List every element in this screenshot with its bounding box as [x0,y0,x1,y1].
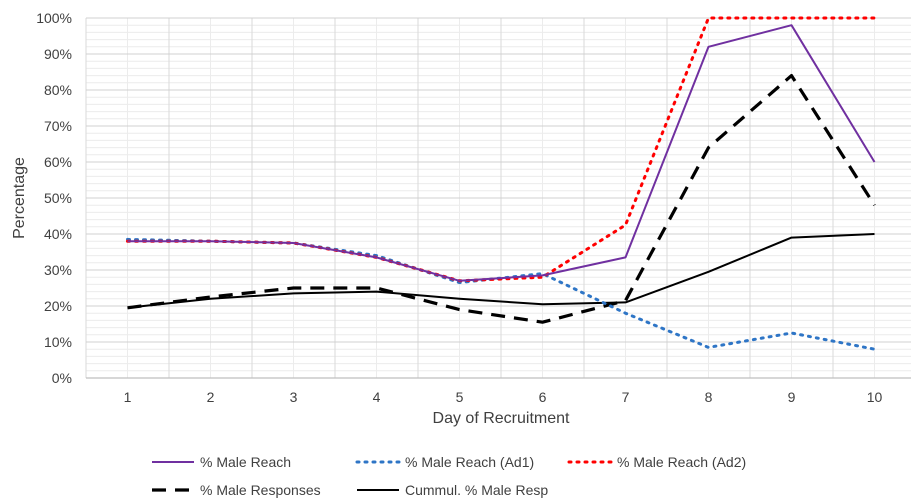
x-tick-label: 9 [788,389,796,405]
series-lines [126,16,876,351]
grid-lines [85,17,911,379]
x-tick-label: 4 [373,389,381,405]
x-tick-label: 5 [456,389,464,405]
x-tick-label: 7 [622,389,630,405]
legend-label: % Male Responses [200,482,321,498]
x-tick-label: 6 [539,389,547,405]
x-tick-label: 8 [705,389,713,405]
series-line-5 [127,233,875,309]
x-tick-label: 3 [290,389,298,405]
x-tick-label: 2 [207,389,215,405]
legend-label: % Male Reach (Ad1) [405,454,534,470]
y-axis-tick-labels: 0% 10% 20% 30% 40% 50% 60% 70% 80% 90% 100% [36,10,72,386]
legend-label: % Male Reach [200,454,291,470]
y-tick-label: 20% [44,298,72,314]
y-tick-label: 100% [36,10,72,26]
x-axis-title: Day of Recruitment [433,410,570,427]
y-tick-label: 30% [44,262,72,278]
y-tick-label: 40% [44,226,72,242]
y-axis-title: Percentage [11,157,28,239]
y-tick-label: 10% [44,334,72,350]
legend-label: % Male Reach (Ad2) [617,454,746,470]
y-tick-label: 90% [44,46,72,62]
series-line-1 [127,24,876,282]
x-tick-label: 1 [124,389,132,405]
x-axis-tick-labels: 1 2 3 4 5 6 7 8 9 10 [124,389,883,405]
y-tick-label: 70% [44,118,72,134]
series-line-4 [127,73,876,324]
y-tick-label: 60% [44,154,72,170]
x-tick-label: 10 [867,389,883,405]
legend-label: Cummul. % Male Resp [405,482,548,498]
y-tick-label: 0% [52,370,72,386]
y-tick-label: 80% [44,82,72,98]
y-tick-label: 50% [44,190,72,206]
legend: % Male Reach % Male Reach (Ad1) % Male Rea… [152,454,746,498]
